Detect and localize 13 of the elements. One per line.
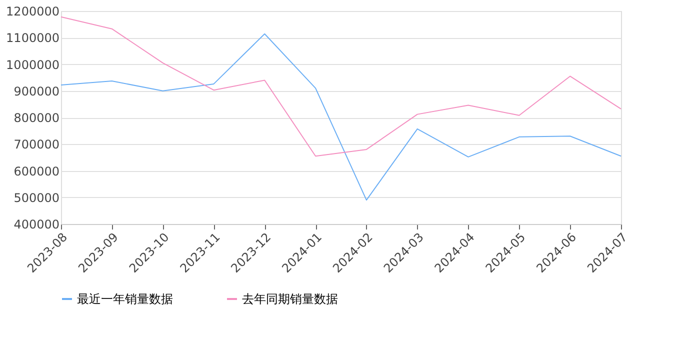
y-tick-label: 400000: [14, 218, 60, 232]
y-tick-label: 500000: [14, 190, 60, 205]
line-series: [60, 33, 622, 201]
legend-label: 去年同期销量数据: [242, 292, 338, 306]
y-tick-label: 1100000: [6, 31, 60, 46]
y-tick-label: 1000000: [6, 58, 60, 72]
y-tick-label: 600000: [14, 164, 60, 178]
legend-label: 最近一年销量数据: [77, 292, 173, 306]
line-series: [60, 16, 622, 157]
y-tick-label: 900000: [14, 84, 60, 98]
y-tick-label: 1200000: [6, 4, 60, 18]
y-tick-label: 700000: [14, 138, 60, 152]
y-tick-label: 800000: [14, 111, 60, 125]
